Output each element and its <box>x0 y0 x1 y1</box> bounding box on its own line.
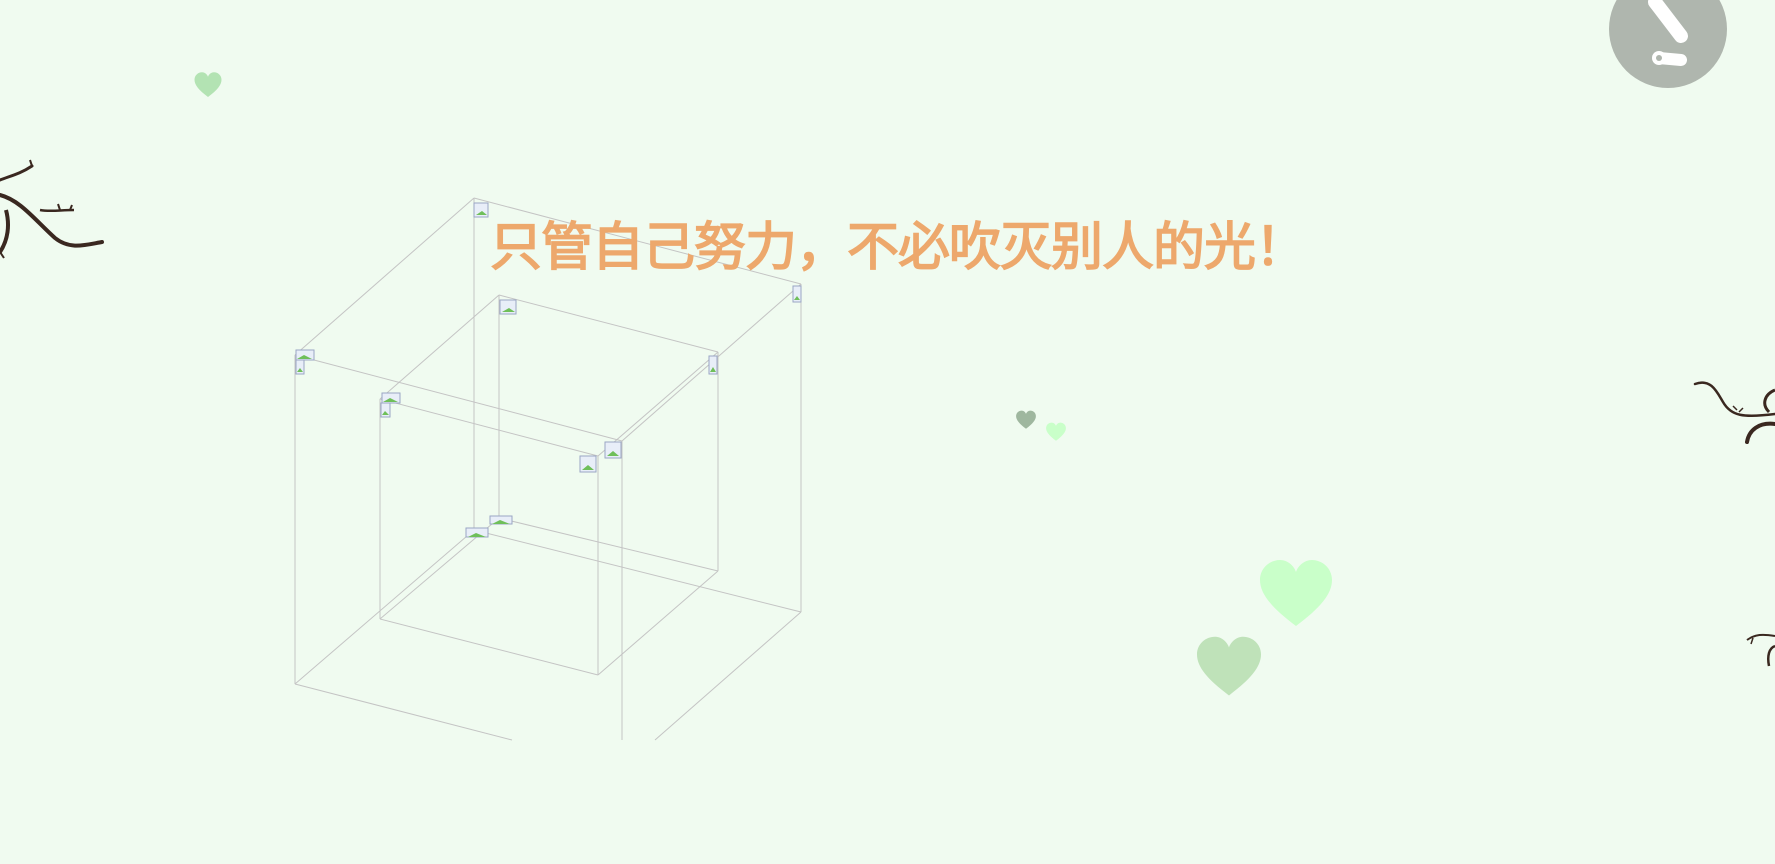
branch-right-middle <box>1693 381 1775 444</box>
music-toggle-button[interactable] <box>1609 0 1727 88</box>
photo-tile[interactable] <box>380 402 391 418</box>
cube-inner-frame <box>379 294 719 676</box>
headline-text: 只管自己努力，不必吹灭别人的光！ <box>490 218 1307 278</box>
photo-tile[interactable] <box>465 527 489 538</box>
cube-outer-frame <box>294 197 802 741</box>
photo-tile[interactable] <box>295 349 315 361</box>
photo-tile[interactable] <box>381 392 401 404</box>
photo-tile[interactable] <box>489 515 513 525</box>
branch-left-top <box>0 159 104 259</box>
heart-icon <box>1260 560 1332 626</box>
photo-tile[interactable] <box>792 285 802 303</box>
photo-tile[interactable] <box>295 359 305 375</box>
music-note-icon <box>1648 0 1695 66</box>
photo-tile[interactable] <box>708 355 718 375</box>
heart-icon <box>1046 422 1066 441</box>
photo-tile[interactable] <box>473 202 489 218</box>
photo-tile[interactable] <box>604 441 622 459</box>
photo-tile[interactable] <box>499 299 517 315</box>
photo-tile[interactable] <box>579 455 597 473</box>
heart-icon <box>1016 410 1036 429</box>
heart-icon <box>1197 636 1261 696</box>
heart-icon <box>194 72 222 97</box>
branch-right-bottom <box>1746 633 1775 667</box>
